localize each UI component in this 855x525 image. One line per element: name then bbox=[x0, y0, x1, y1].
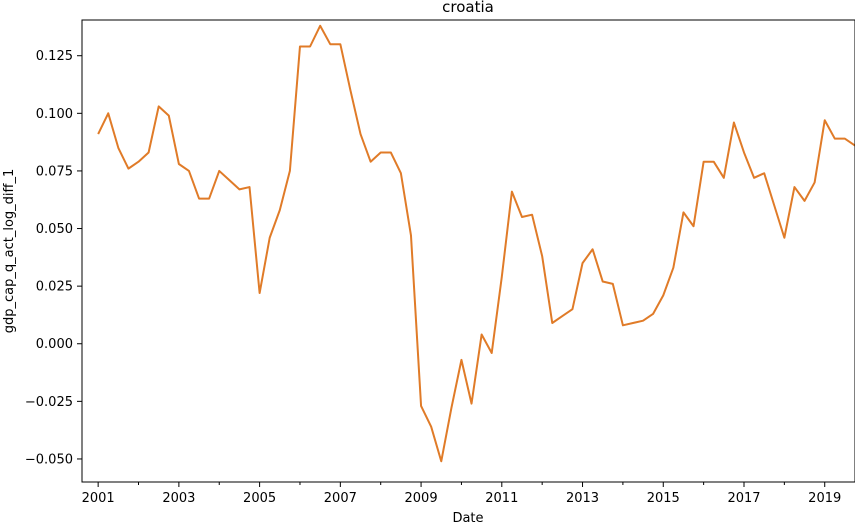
chart-title: croatia bbox=[442, 0, 494, 16]
y-tick-label: 0.075 bbox=[36, 164, 73, 179]
plot-frame bbox=[81, 19, 855, 483]
x-tick-label: 2017 bbox=[727, 491, 760, 506]
x-tick-label: 2005 bbox=[243, 491, 276, 506]
x-tick-label: 2009 bbox=[405, 491, 438, 506]
x-tick-label: 2011 bbox=[485, 491, 518, 506]
x-axis-label: Date bbox=[452, 511, 483, 525]
y-tick-label: 0.050 bbox=[36, 222, 73, 237]
y-tick-label: 0.125 bbox=[36, 49, 73, 64]
y-tick-label: −0.050 bbox=[25, 452, 73, 467]
x-tick-label: 2003 bbox=[162, 491, 195, 506]
plot-area bbox=[97, 24, 855, 463]
x-tick-label: 2001 bbox=[82, 491, 115, 506]
y-tick-label: 0.000 bbox=[36, 337, 73, 352]
y-tick-label: 0.100 bbox=[36, 107, 73, 122]
x-tick-label: 2013 bbox=[566, 491, 599, 506]
y-axis-label: gdp_cap_q_act_log_diff_1 bbox=[2, 169, 17, 334]
x-axis: 2001 2003 2005 2007 2009 2011 2013 2015 2017 2019 bbox=[82, 482, 841, 506]
series-line-0 bbox=[97, 24, 855, 463]
y-tick-label: 0.025 bbox=[36, 280, 73, 295]
x-tick-label: 2015 bbox=[647, 491, 680, 506]
y-axis: −0.050 −0.025 0.000 0.025 0.050 0.075 0.100 0.1… bbox=[25, 49, 82, 467]
y-tick-label: −0.025 bbox=[25, 395, 73, 410]
x-tick-label: 2007 bbox=[324, 491, 357, 506]
x-tick-label: 2019 bbox=[808, 491, 841, 506]
